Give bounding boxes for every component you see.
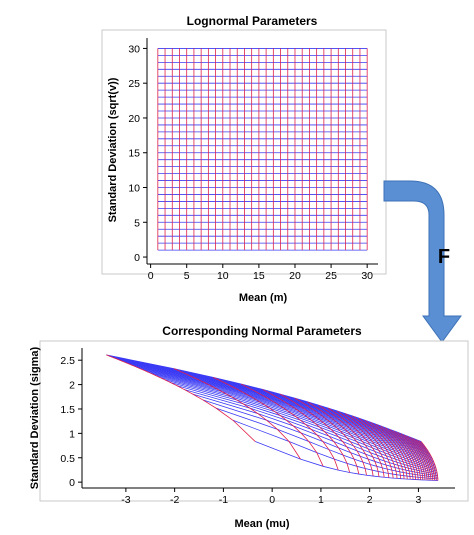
grid-curve-constant-m bbox=[328, 407, 385, 478]
x-tick-label: 30 bbox=[361, 270, 373, 282]
grid-curve-constant-m bbox=[418, 440, 437, 481]
bottom-plot-area: -3 -2 -1 0 1 2 3 0 0.5 1 1.5 2 2.5 bbox=[60, 348, 455, 506]
y-tick-label: 20 bbox=[128, 113, 140, 125]
grid-curve-constant-m bbox=[262, 389, 351, 473]
grid-curve-constant-m bbox=[294, 397, 367, 476]
y-tick-label: 25 bbox=[128, 78, 140, 90]
x-tick-label: 20 bbox=[289, 270, 301, 282]
grid-curve-constant-m bbox=[393, 430, 421, 480]
grid-curve-constant-m bbox=[403, 434, 428, 481]
x-tick-label: 0 bbox=[269, 494, 275, 506]
y-tick-label: 5 bbox=[134, 217, 140, 229]
transform-label: F bbox=[438, 246, 450, 268]
y-tick-label: 2.5 bbox=[60, 355, 75, 367]
top-x-axis-label: Mean (m) bbox=[239, 292, 288, 304]
transform-arrow bbox=[383, 180, 462, 343]
x-tick-label: 15 bbox=[253, 270, 265, 282]
y-tick-label: 0 bbox=[134, 252, 140, 264]
grid-curve-constant-m bbox=[336, 410, 390, 478]
grid-curve-constant-m bbox=[412, 438, 434, 481]
x-tick-label: 1 bbox=[318, 494, 324, 506]
grid-curve-constant-m bbox=[410, 437, 432, 481]
top-chart-frame bbox=[101, 29, 387, 275]
bottom-y-axis-label: Standard Deviation (sigma) bbox=[29, 346, 41, 489]
grid-curve-constant-m bbox=[213, 376, 324, 467]
top-chart-title: Lognormal Parameters bbox=[187, 14, 318, 28]
x-tick-label: -3 bbox=[121, 494, 130, 506]
grid-curve-constant-m bbox=[344, 413, 394, 479]
y-tick-label: 1.5 bbox=[60, 404, 75, 416]
x-tick-label: 25 bbox=[325, 270, 337, 282]
x-tick-label: 3 bbox=[416, 494, 422, 506]
grid-curve-constant-m bbox=[307, 401, 374, 477]
y-tick-label: 1 bbox=[69, 428, 75, 440]
y-tick-label: 0.5 bbox=[60, 453, 75, 465]
y-tick-label: 0 bbox=[69, 477, 75, 489]
grid-curve-constant-m bbox=[420, 441, 439, 481]
x-tick-label: 10 bbox=[217, 270, 229, 282]
top-y-axis-label: Standard Deviation (sqrt(v)) bbox=[107, 77, 119, 222]
grid-curve-constant-m bbox=[106, 354, 256, 442]
x-tick-label: -1 bbox=[219, 494, 228, 506]
y-tick-label: 15 bbox=[128, 148, 140, 160]
top-plot-area: 0 5 10 15 20 25 30 0 5 10 15 20 25 30 bbox=[128, 38, 378, 282]
grid-curve-constant-m bbox=[364, 419, 405, 479]
grid-curve-constant-m bbox=[396, 431, 424, 480]
y-tick-label: 10 bbox=[128, 183, 140, 195]
grid-curve-constant-m bbox=[173, 368, 301, 460]
x-tick-label: 0 bbox=[148, 270, 154, 282]
grid-curve-constant-m bbox=[375, 423, 411, 480]
x-tick-label: 5 bbox=[184, 270, 190, 282]
bottom-chart-title: Corresponding Normal Parameters bbox=[162, 324, 362, 338]
grid-curve-constant-sd bbox=[255, 441, 438, 481]
grid-curve-constant-m bbox=[358, 417, 402, 479]
grid-curve-constant-m bbox=[370, 421, 408, 480]
grid-curve-constant-m bbox=[384, 427, 417, 480]
y-tick-label: 30 bbox=[128, 43, 140, 55]
bottom-x-axis-label: Mean (mu) bbox=[235, 518, 290, 530]
x-tick-label: 2 bbox=[367, 494, 373, 506]
grid-curve-constant-m bbox=[279, 393, 360, 475]
grid-curve-constant-m bbox=[407, 435, 430, 481]
grid-curve-constant-m bbox=[380, 425, 414, 480]
x-tick-label: -2 bbox=[170, 494, 179, 506]
grid-curve-constant-m bbox=[240, 383, 339, 471]
grid-curve-constant-m bbox=[415, 439, 435, 481]
grid-curve-constant-m bbox=[318, 404, 380, 477]
y-tick-label: 2 bbox=[69, 380, 75, 392]
grid-curve-constant-m bbox=[400, 433, 426, 481]
grid-curve-constant-m bbox=[389, 428, 419, 480]
grid-curve-constant-m bbox=[352, 415, 398, 479]
